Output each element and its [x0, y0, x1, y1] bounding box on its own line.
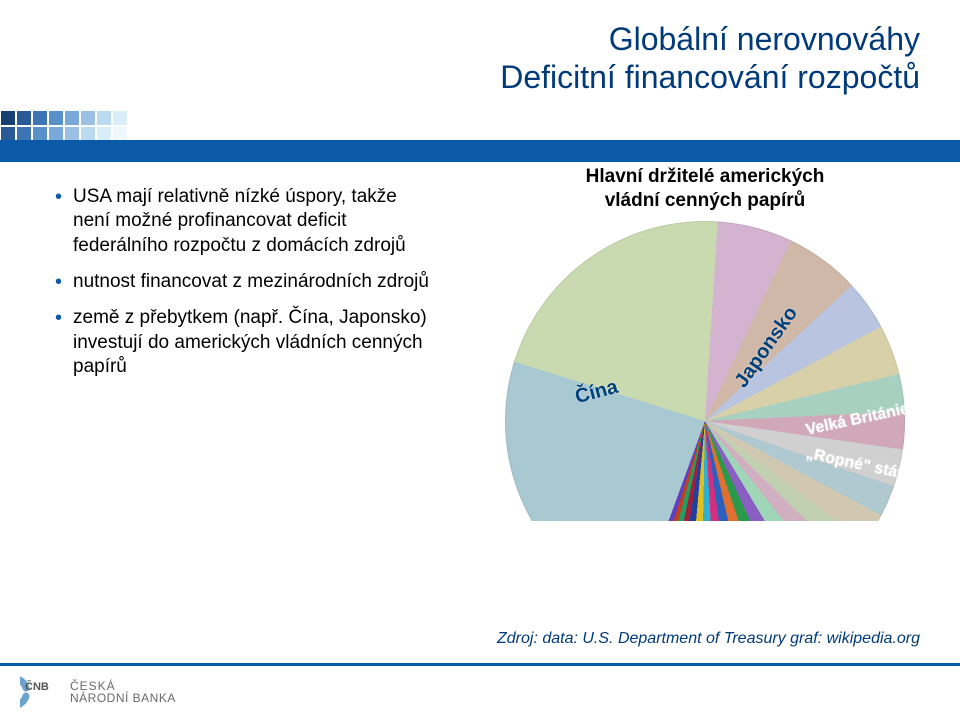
header-bar	[0, 140, 960, 162]
header-square	[17, 127, 31, 141]
source-citation: Zdroj: data: U.S. Department of Treasury…	[497, 630, 920, 648]
bullet-item: země z přebytkem (např. Čína, Japonsko) …	[55, 306, 435, 379]
header-square	[33, 127, 47, 141]
header-square	[81, 127, 95, 141]
cnb-logo-icon: ČNB	[20, 676, 62, 708]
logo-abbr: ČNB	[25, 680, 49, 693]
chart-title-line2: vládní cenných papírů	[605, 190, 806, 211]
bullet-item: USA mají relativně nízké úspory, takže n…	[55, 185, 435, 258]
header-square	[17, 111, 31, 125]
chart-title-line1: Hlavní držitelé amerických	[586, 166, 825, 187]
slide: Globální nerovnováhy Deficitní financová…	[0, 0, 960, 718]
bullet-list: USA mají relativně nízké úspory, takže n…	[55, 185, 435, 391]
footer: ČNB ČESKÁ NÁRODNÍ BANKA	[0, 663, 960, 718]
header-square	[49, 127, 63, 141]
header-square	[49, 111, 63, 125]
title-line-1: Globální nerovnováhy	[500, 20, 920, 58]
header-squares	[0, 110, 220, 142]
header-square	[1, 127, 15, 141]
header-square	[113, 127, 127, 141]
title-line-2: Deficitní financování rozpočtů	[500, 58, 920, 96]
chart-area: Hlavní držitelé amerických vládní cennýc…	[490, 165, 920, 521]
header-square	[113, 111, 127, 125]
bullet-item: nutnost financovat z mezinárodních zdroj…	[55, 270, 435, 294]
content: USA mají relativně nízké úspory, takže n…	[0, 175, 960, 658]
header-square	[97, 111, 111, 125]
header-square	[65, 111, 79, 125]
chart-title: Hlavní držitelé amerických vládní cennýc…	[490, 165, 920, 213]
logo-text: ČESKÁ NÁRODNÍ BANKA	[70, 680, 176, 704]
cnb-logo: ČNB ČESKÁ NÁRODNÍ BANKA	[20, 676, 176, 708]
header: Globální nerovnováhy Deficitní financová…	[0, 0, 960, 170]
header-square	[1, 111, 15, 125]
pie-chart: ČínaJaponskoVelká Británie„Ropné" státy	[495, 221, 915, 521]
header-square	[81, 111, 95, 125]
header-square	[65, 127, 79, 141]
logo-line2: NÁRODNÍ BANKA	[70, 692, 176, 704]
title-block: Globální nerovnováhy Deficitní financová…	[500, 20, 920, 97]
header-square	[97, 127, 111, 141]
header-square	[33, 111, 47, 125]
